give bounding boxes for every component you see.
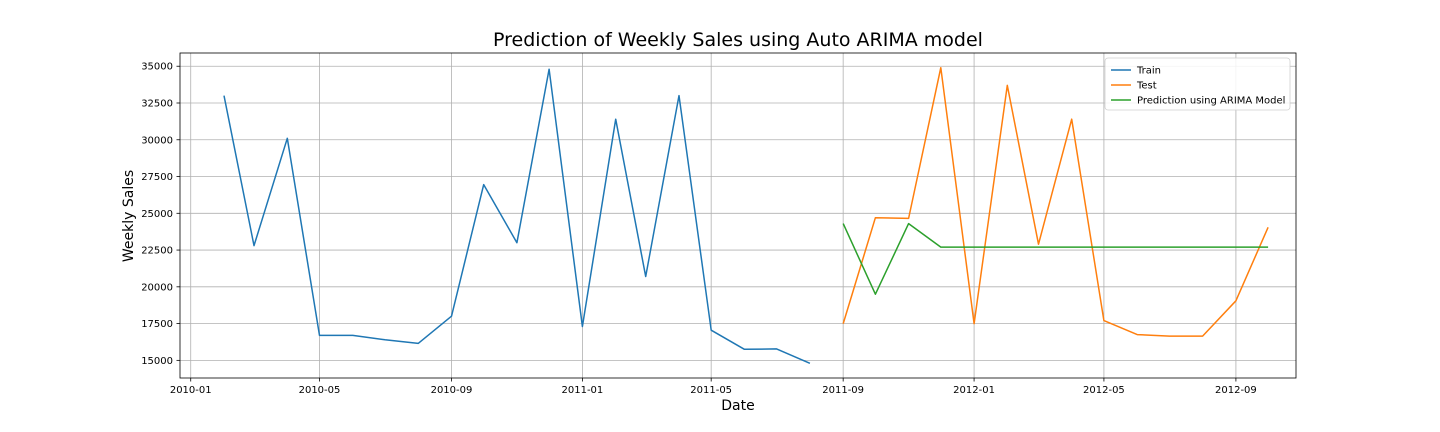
y-tick-label: 20000 bbox=[141, 282, 173, 293]
x-axis-label: Date bbox=[721, 398, 754, 414]
x-tick-label: 2012-05 bbox=[1083, 385, 1125, 396]
x-tick-label: 2012-09 bbox=[1215, 385, 1257, 396]
x-tick-label: 2010-05 bbox=[299, 385, 341, 396]
plot-frame bbox=[179, 52, 1297, 379]
series-line-train bbox=[223, 68, 811, 364]
legend-label: Train bbox=[1136, 66, 1161, 77]
series-line-test bbox=[842, 66, 1269, 337]
x-tick-label: 2011-01 bbox=[562, 385, 604, 396]
legend-label: Test bbox=[1136, 81, 1157, 92]
legend-box bbox=[1104, 57, 1291, 111]
series-lines bbox=[223, 66, 1269, 364]
y-tick-label: 30000 bbox=[141, 135, 173, 146]
y-tick-label: 35000 bbox=[141, 62, 173, 73]
legend: Train Test Prediction using ARIMA Model bbox=[1104, 57, 1291, 111]
x-tick-label: 2012-01 bbox=[953, 385, 995, 396]
x-tick-label: 2011-05 bbox=[690, 385, 732, 396]
y-tick-label: 27500 bbox=[141, 172, 173, 183]
series-line-prediction-using-arima-model bbox=[842, 222, 1269, 295]
y-tick-label: 15000 bbox=[141, 356, 173, 367]
y-tick-label: 17500 bbox=[141, 319, 173, 330]
y-tick-label: 25000 bbox=[141, 209, 173, 220]
y-axis-label: Weekly Sales bbox=[121, 170, 137, 262]
legend-label: Prediction using ARIMA Model bbox=[1137, 96, 1285, 107]
x-tick-label: 2011-09 bbox=[822, 385, 864, 396]
chart-title: Prediction of Weekly Sales using Auto AR… bbox=[493, 29, 983, 51]
x-tick-label: 2010-09 bbox=[431, 385, 473, 396]
ticks: 2010-01 2010-05 2010-09 2011-01 2011-05 2011-… bbox=[141, 62, 1257, 396]
y-tick-label: 32500 bbox=[141, 99, 173, 110]
y-tick-label: 22500 bbox=[141, 246, 173, 257]
x-tick-label: 2010-01 bbox=[170, 385, 212, 396]
